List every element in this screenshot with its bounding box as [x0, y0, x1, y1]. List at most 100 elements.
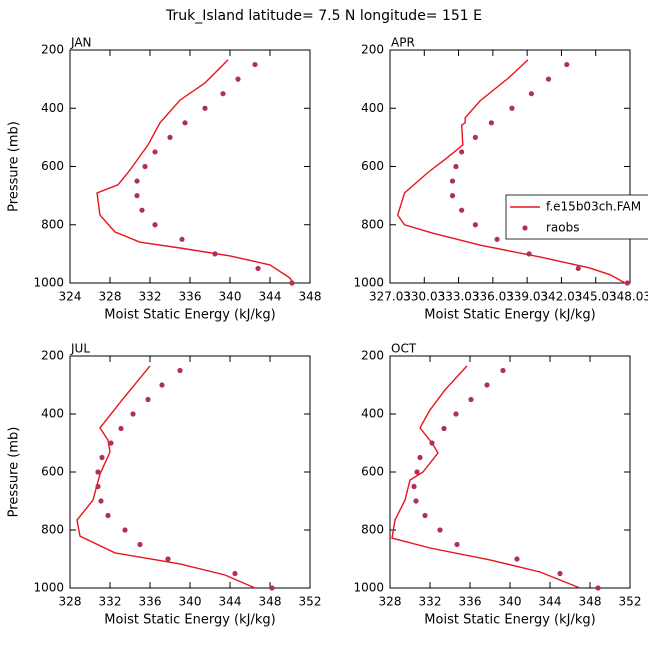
obs-point	[98, 498, 104, 504]
obs-point	[545, 76, 552, 82]
obs-point	[165, 556, 171, 562]
plot-frame	[389, 355, 631, 589]
obs-point	[105, 512, 111, 519]
obs-point	[453, 163, 459, 170]
x-tick-label: 336	[139, 595, 162, 609]
obs-point	[429, 440, 435, 446]
y-tick-label: 200	[41, 349, 64, 363]
x-tick-label: 344	[219, 595, 242, 609]
y-tick-label: 800	[41, 523, 64, 537]
y-tick-label: 600	[361, 465, 384, 479]
obs-point	[134, 178, 140, 184]
obs-point	[422, 512, 428, 519]
obs-point	[449, 193, 456, 199]
obs-point	[595, 585, 601, 591]
obs-point	[484, 382, 490, 388]
obs-point	[142, 163, 148, 170]
x-tick-label: 352	[299, 595, 322, 609]
x-tick-label: 328	[379, 595, 402, 609]
obs-point	[454, 541, 460, 548]
y-tick-label: 800	[361, 217, 384, 231]
obs-point	[514, 556, 520, 562]
x-tick-label: 328	[59, 595, 82, 609]
plot-frame	[69, 49, 311, 284]
panel-label: APR	[391, 36, 415, 50]
obs-point	[417, 454, 423, 461]
obs-point	[269, 585, 275, 591]
y-tick-label: 1000	[33, 581, 64, 595]
obs-point	[255, 265, 261, 272]
x-tick-label: 336.03	[472, 290, 514, 304]
obs-point	[118, 425, 124, 432]
y-tick-label: 400	[361, 407, 384, 421]
profile-line	[396, 59, 626, 284]
x-tick-label: 327.03	[369, 290, 411, 304]
obs-point	[182, 120, 188, 126]
obs-point	[212, 251, 218, 257]
obs-point	[289, 280, 295, 286]
x-tick-label: 344	[539, 595, 562, 609]
obs-point	[235, 76, 241, 82]
panel-label: JAN	[70, 36, 92, 50]
y-tick-label: 600	[41, 465, 64, 479]
x-axis-label: Moist Static Energy (kJ/kg)	[424, 613, 595, 628]
y-tick-label: 600	[41, 159, 64, 173]
obs-point	[130, 411, 136, 417]
obs-point	[99, 454, 105, 461]
obs-point	[509, 105, 515, 111]
obs-point	[468, 396, 474, 403]
x-tick-label: 332	[139, 290, 162, 304]
obs-point	[459, 207, 465, 213]
obs-point	[152, 222, 158, 228]
x-tick-label: 340	[179, 595, 202, 609]
obs-point	[167, 134, 173, 140]
x-tick-label: 344	[259, 290, 282, 304]
x-tick-label: 330.03	[403, 290, 445, 304]
legend-label: f.e15b03ch.FAM	[546, 200, 641, 214]
obs-point	[202, 105, 208, 111]
y-axis-label: Pressure (mb)	[7, 121, 22, 212]
obs-point	[414, 469, 420, 475]
obs-point	[413, 498, 419, 504]
x-tick-label: 324	[59, 290, 82, 304]
x-tick-label: 348	[299, 290, 322, 304]
profile-line	[96, 59, 294, 284]
y-axis-label: Pressure (mb)	[7, 427, 22, 518]
obs-point	[95, 483, 101, 490]
y-tick-label: 400	[361, 101, 384, 115]
obs-point	[449, 178, 456, 184]
y-tick-label: 1000	[33, 276, 64, 290]
obs-point	[139, 207, 145, 213]
y-tick-label: 600	[361, 159, 384, 173]
x-tick-label: 352	[619, 595, 642, 609]
obs-point	[220, 91, 226, 97]
obs-point	[557, 570, 563, 577]
x-tick-label: 333.03	[438, 290, 480, 304]
panel-label: JUL	[70, 342, 90, 356]
legend-dot	[522, 225, 528, 231]
x-tick-label: 336	[179, 290, 202, 304]
obs-point	[95, 469, 101, 475]
x-tick-label: 332	[99, 595, 122, 609]
obs-point	[177, 367, 183, 374]
obs-point	[159, 382, 165, 388]
figure-title: Truk_Island latitude= 7.5 N longitude= 1…	[165, 8, 482, 24]
obs-point	[459, 149, 465, 155]
obs-point	[152, 149, 158, 155]
obs-point	[179, 236, 185, 242]
y-tick-label: 1000	[353, 276, 384, 290]
x-axis-label: Moist Static Energy (kJ/kg)	[104, 613, 275, 628]
obs-point	[145, 396, 151, 403]
x-tick-label: 340	[499, 595, 522, 609]
obs-point	[441, 425, 447, 432]
obs-point	[528, 91, 534, 97]
x-tick-label: 339.03	[506, 290, 548, 304]
obs-point	[437, 527, 443, 533]
legend-box	[505, 194, 648, 240]
y-tick-label: 1000	[353, 581, 384, 595]
obs-point	[564, 61, 570, 68]
y-tick-label: 800	[361, 523, 384, 537]
plot-frame	[69, 355, 311, 589]
x-tick-label: 348	[259, 595, 282, 609]
